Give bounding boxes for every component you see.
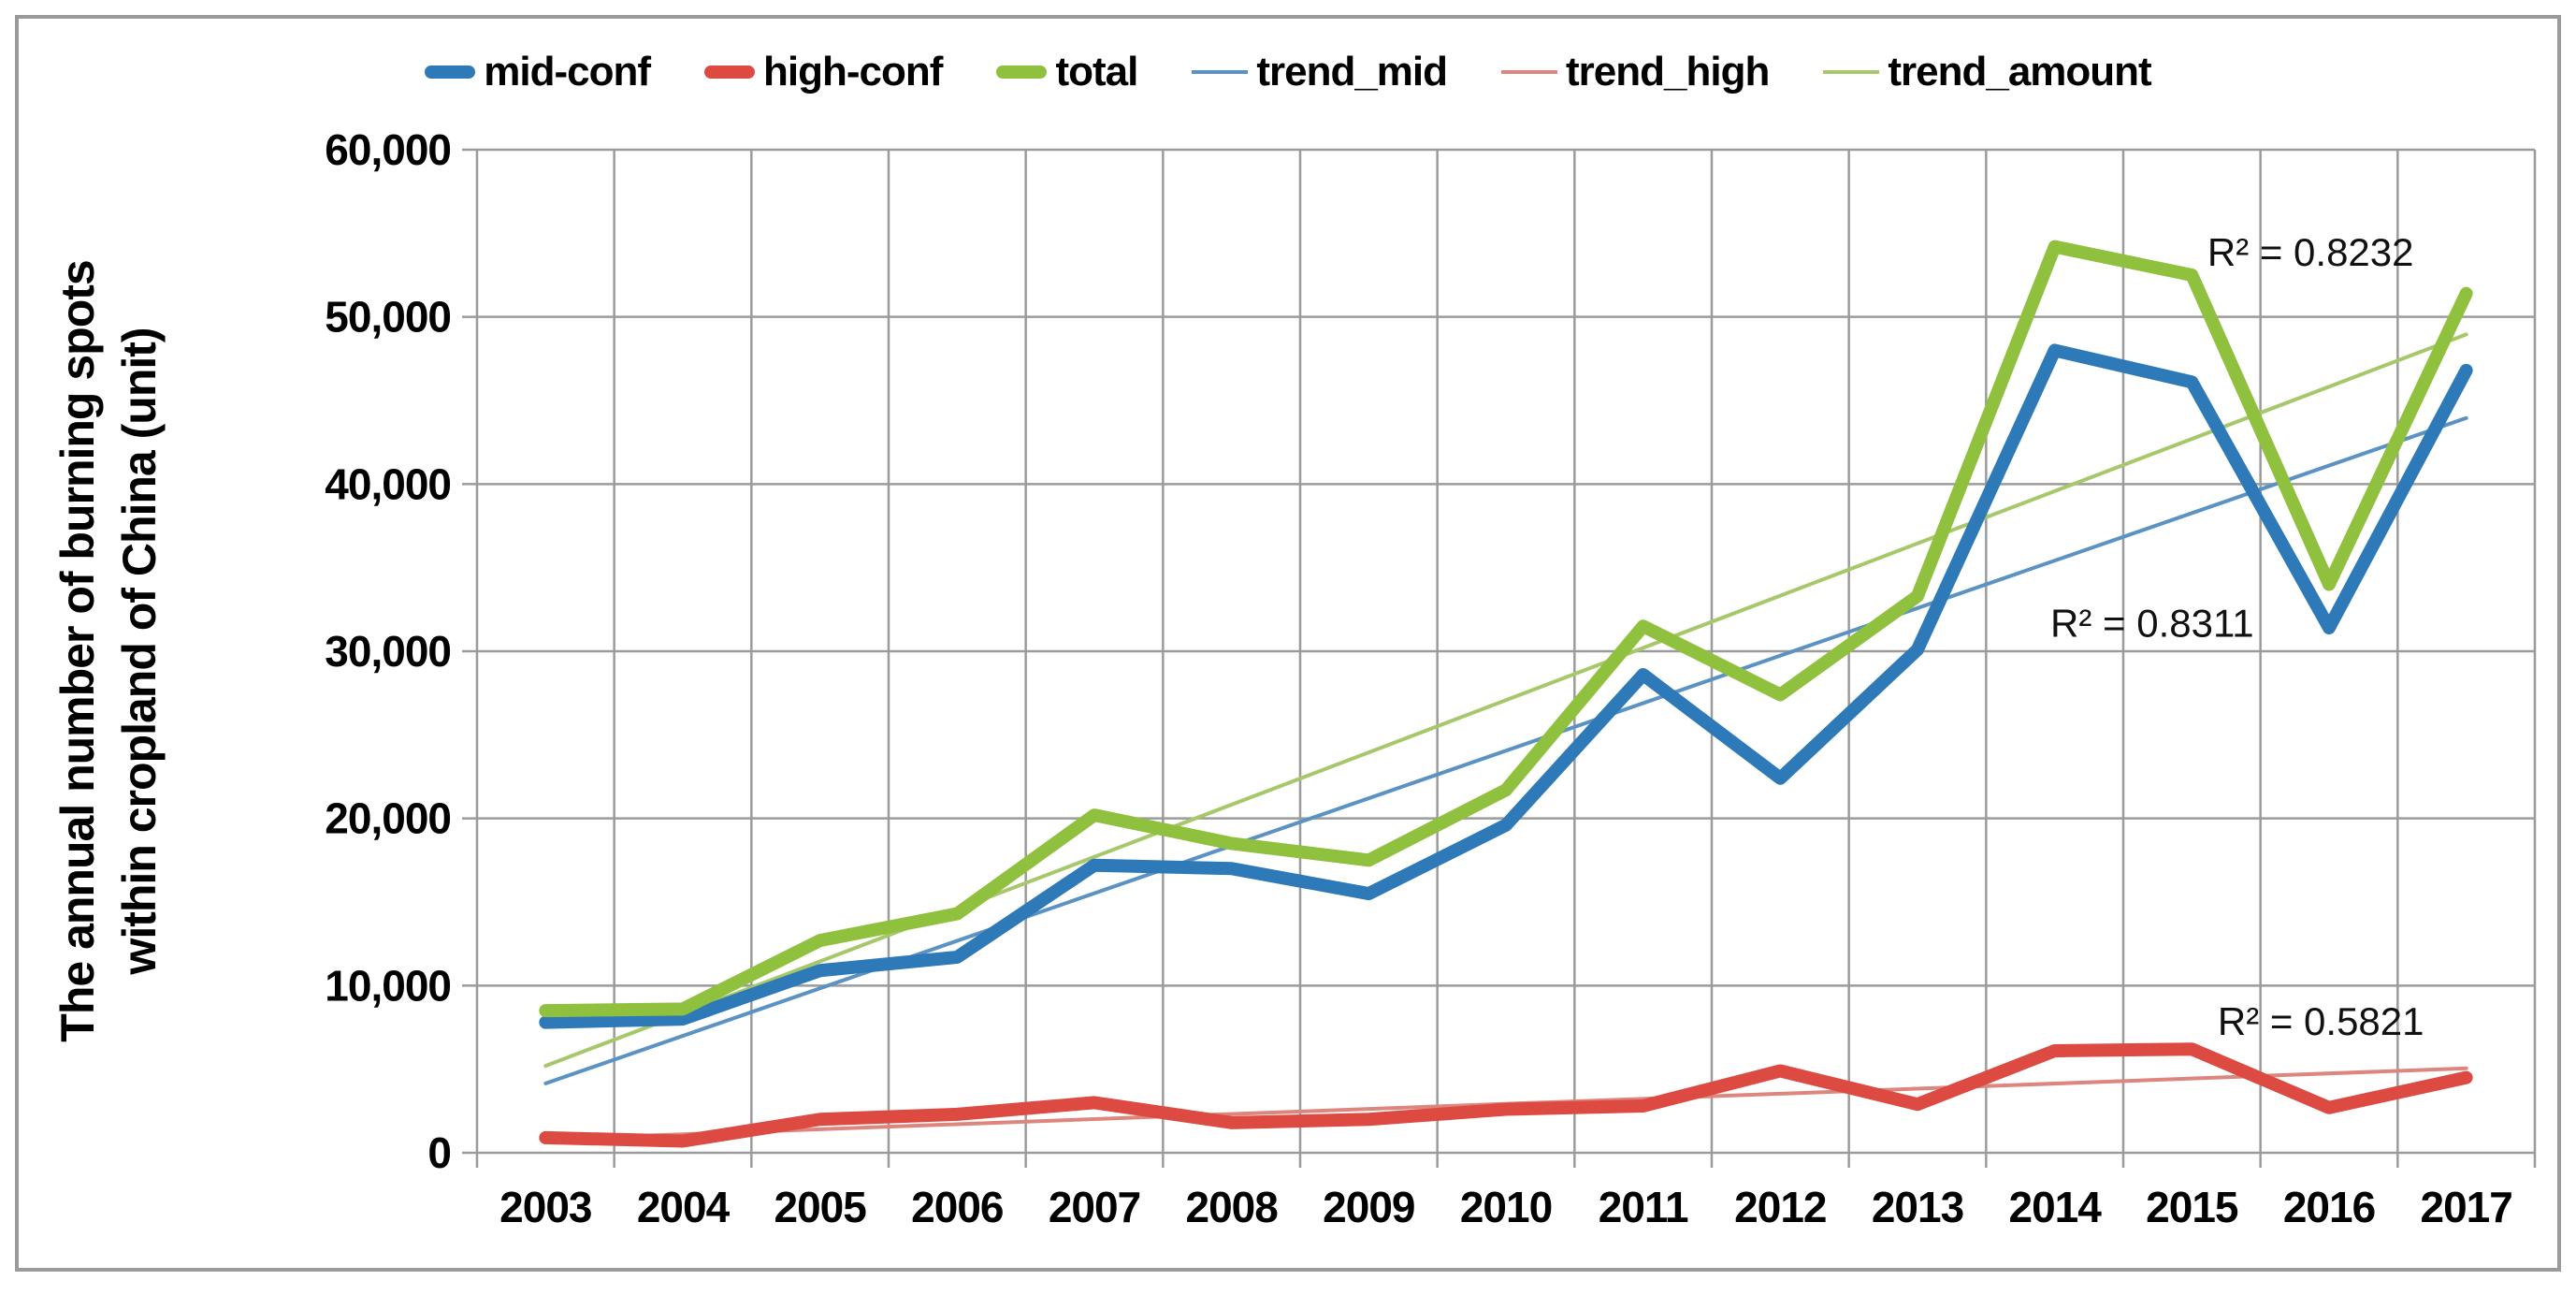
legend-item-high-conf: high-conf: [704, 49, 943, 95]
legend-swatch-trend_amount: [1823, 70, 1880, 74]
trend-line-trend_mid: [543, 415, 2468, 1085]
legend-swatch-high-conf: [704, 65, 756, 79]
legend-item-trend_high: trend_high: [1501, 49, 1770, 95]
annotation-layer: R² = 0.8232 R² = 0.8311 R² = 0.5821: [2050, 230, 2424, 1043]
legend-label: trend_amount: [1888, 49, 2151, 95]
series-line-high-conf: [539, 1042, 2473, 1148]
y-tick-label: 60,000: [325, 125, 451, 174]
x-tick-label: 2010: [1460, 1183, 1552, 1231]
legend-item-trend_mid: trend_mid: [1192, 49, 1448, 95]
y-tick-label: 0: [427, 1128, 451, 1177]
legend-label: trend_mid: [1256, 49, 1448, 95]
y-tick-label: 10,000: [325, 961, 451, 1010]
x-tick-label: 2014: [2008, 1183, 2102, 1231]
x-tick-label: 2006: [911, 1183, 1003, 1231]
legend-label: high-conf: [763, 49, 943, 95]
legend-item-total: total: [996, 49, 1138, 95]
r2-annotation: R² = 0.8232: [2207, 230, 2414, 274]
y-axis-title-line-2: within cropland of China (unit): [113, 327, 166, 975]
x-tick-label: 2008: [1185, 1183, 1278, 1231]
series-layer: [539, 240, 2473, 1148]
y-tick-label: 50,000: [325, 293, 451, 342]
y-tick-label: 20,000: [325, 794, 451, 843]
x-tick-label: 2012: [1734, 1183, 1826, 1231]
x-tick-label: 2009: [1323, 1183, 1414, 1231]
x-tick-label: 2011: [1599, 1183, 1688, 1231]
chart-legend: mid-conf high-conf total trend_mid trend_hig…: [0, 49, 2576, 95]
legend-swatch-trend_mid: [1192, 70, 1249, 74]
x-tick-label: 2015: [2146, 1183, 2238, 1231]
x-tick-label: 2016: [2283, 1183, 2375, 1231]
axis-label-layer: 0 10,000 20,000 30,000 40,000 50,000 60,000 200…: [325, 125, 2513, 1231]
series-line-total: [539, 240, 2473, 1018]
x-tick-label: 2013: [1872, 1183, 1963, 1231]
x-tick-label: 2004: [637, 1183, 731, 1231]
legend-label: total: [1055, 49, 1138, 95]
x-tick-label: 2007: [1049, 1183, 1140, 1231]
legend-swatch-trend_high: [1501, 70, 1558, 74]
y-axis-title-line-1: The annual number of burning spots: [51, 260, 104, 1041]
x-tick-label: 2005: [774, 1183, 866, 1231]
tick-layer: [462, 148, 2537, 1168]
legend-item-mid-conf: mid-conf: [425, 49, 651, 95]
x-tick-label: 2003: [499, 1183, 591, 1231]
legend-swatch-total: [996, 65, 1048, 79]
grid-layer: [475, 148, 2537, 1155]
series-line-mid-conf: [539, 343, 2473, 1029]
legend-item-trend_amount: trend_amount: [1823, 49, 2152, 95]
legend-swatch-mid-conf: [425, 65, 476, 79]
legend-label: mid-conf: [484, 49, 651, 95]
y-tick-label: 40,000: [325, 459, 451, 508]
trend-line-trend_amount: [543, 332, 2468, 1069]
r2-annotation: R² = 0.5821: [2218, 999, 2424, 1043]
x-tick-label: 2017: [2420, 1183, 2511, 1231]
legend-label: trend_high: [1566, 49, 1770, 95]
r2-annotation: R² = 0.8311: [2050, 602, 2254, 646]
y-tick-label: 30,000: [325, 627, 451, 676]
